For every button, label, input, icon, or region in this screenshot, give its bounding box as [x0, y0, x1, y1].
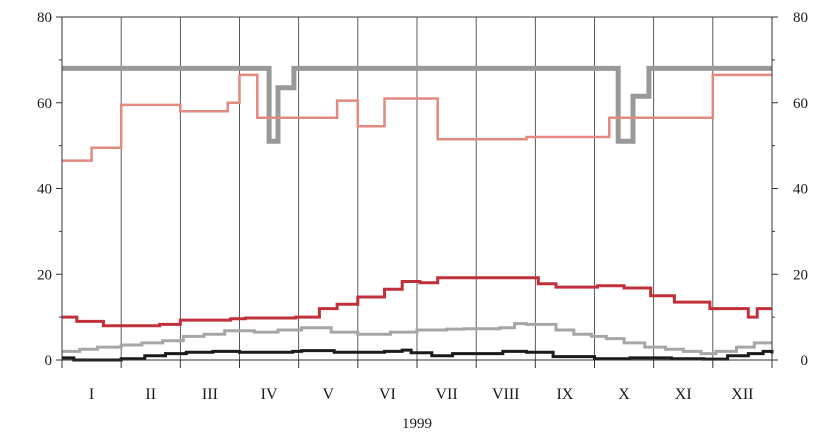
y-tick-label-left: 0 [45, 353, 53, 369]
y-tick-label-right: 60 [793, 96, 808, 112]
x-axis-label: 1999 [402, 416, 432, 432]
series-line-3 [62, 276, 772, 328]
y-tick-label-right: 20 [793, 267, 808, 283]
series-group [62, 65, 774, 362]
x-tick-label: II [145, 386, 156, 403]
x-tick-label: X [618, 386, 630, 403]
x-tick-label: I [89, 386, 94, 403]
y-tick-label-right: 80 [793, 10, 808, 26]
series-line-1 [62, 65, 772, 144]
x-tick-label: VI [379, 386, 396, 403]
y-tick-label-left: 40 [37, 182, 52, 198]
y-tick-label-right: 0 [801, 353, 809, 369]
series-line-5 [62, 348, 774, 362]
x-tick-label: IV [261, 386, 278, 403]
x-tick-label: XI [675, 386, 692, 403]
series-line-4 [62, 322, 772, 356]
y-tick-label-right: 40 [793, 182, 808, 198]
x-tick-label: XII [731, 386, 753, 403]
y-tick-label-left: 20 [37, 267, 52, 283]
x-tick-label: VIII [492, 386, 520, 403]
x-tick-label: III [202, 386, 218, 403]
series-line-2 [62, 73, 772, 162]
y-tick-label-left: 60 [37, 96, 52, 112]
x-tick-label: VII [435, 386, 457, 403]
x-tick-label: V [322, 386, 334, 403]
y-tick-label-left: 80 [37, 10, 52, 26]
x-tick-label: IX [556, 386, 573, 403]
